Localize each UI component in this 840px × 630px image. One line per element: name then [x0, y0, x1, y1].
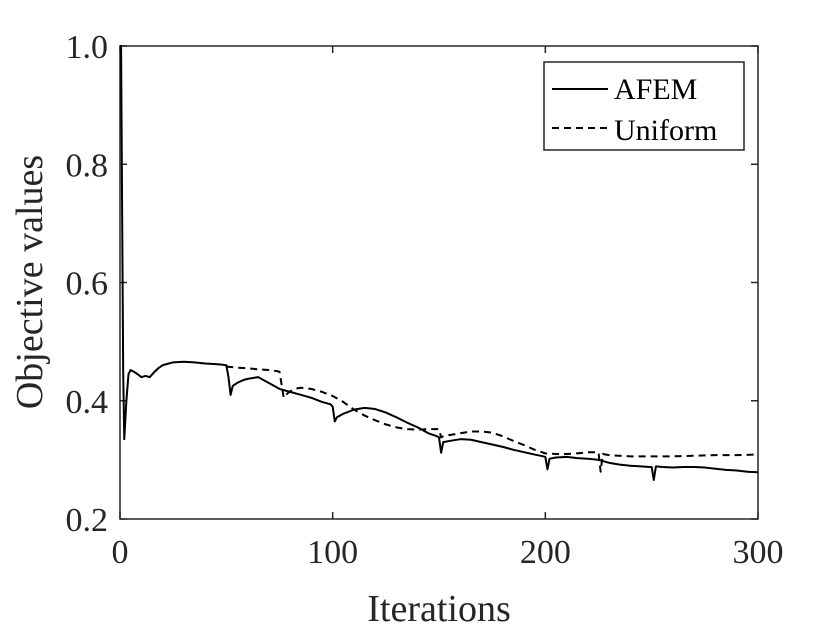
x-tick-label-3: 300: [733, 534, 784, 571]
x-tick-label-2: 200: [520, 534, 571, 571]
legend-label-uniform: Uniform: [614, 114, 717, 147]
x-axis-title: Iterations: [367, 588, 511, 630]
x-tick-label-0: 0: [112, 534, 129, 571]
y-tick-label-3: 0.8: [66, 147, 109, 184]
y-tick-label-4: 1.0: [66, 29, 109, 66]
series-line-uniform: [226, 365, 759, 473]
y-tick-label-1: 0.4: [66, 384, 109, 421]
series-group: [120, 45, 759, 481]
y-tick-label-0: 0.2: [66, 502, 109, 539]
tick-labels: 0 100 200 300 0.2 0.4 0.6 0.8 1.0: [66, 29, 784, 571]
y-axis-title: Objective values: [9, 155, 51, 409]
series-line-afem: [120, 45, 759, 481]
legend: AFEM Uniform: [543, 61, 745, 151]
axis-ticks: [119, 45, 759, 520]
legend-label-afem: AFEM: [614, 73, 697, 106]
legend-box: [543, 61, 745, 151]
x-tick-label-1: 100: [307, 534, 358, 571]
y-tick-label-2: 0.6: [66, 266, 109, 303]
